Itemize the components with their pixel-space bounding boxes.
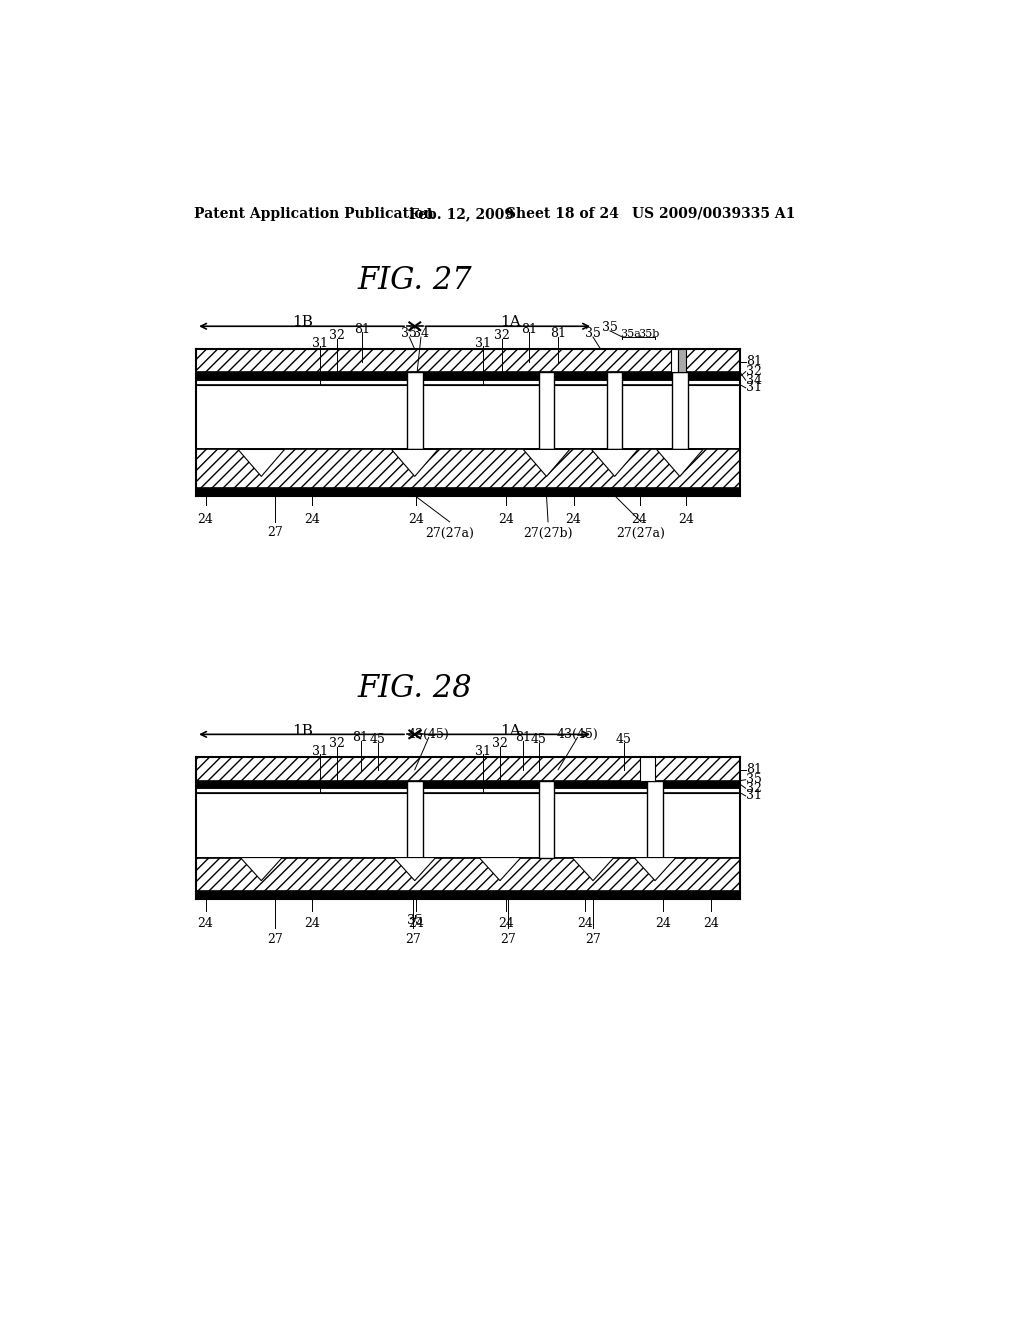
Text: 27: 27	[267, 527, 283, 540]
Text: 31: 31	[475, 744, 490, 758]
Bar	[607, 372, 623, 449]
Text: 24: 24	[499, 917, 514, 929]
Bar	[197, 858, 740, 891]
Text: 24: 24	[198, 512, 213, 525]
Text: 27: 27	[406, 933, 421, 946]
Text: 45: 45	[370, 733, 385, 746]
Polygon shape	[241, 858, 283, 880]
Bar	[407, 780, 423, 858]
Text: 1A: 1A	[500, 315, 520, 330]
Text: 81: 81	[521, 323, 538, 335]
Text: 24: 24	[654, 917, 671, 929]
Text: 1B: 1B	[292, 315, 312, 330]
Polygon shape	[238, 449, 285, 477]
Polygon shape	[394, 858, 435, 880]
Text: 35a: 35a	[620, 329, 641, 339]
Text: 32: 32	[330, 329, 345, 342]
Text: 32: 32	[746, 366, 762, 379]
Text: 81: 81	[746, 763, 763, 776]
Text: 24: 24	[578, 917, 593, 929]
Bar	[407, 372, 423, 449]
Text: 35: 35	[401, 327, 417, 341]
Bar	[197, 380, 740, 385]
Text: 24: 24	[678, 512, 694, 525]
Text: US 2009/0039335 A1: US 2009/0039335 A1	[632, 207, 795, 220]
Text: 35: 35	[407, 915, 423, 927]
Text: 32: 32	[494, 329, 510, 342]
Text: 24: 24	[304, 512, 321, 525]
Text: 27: 27	[585, 933, 601, 946]
Text: 43(45): 43(45)	[408, 727, 450, 741]
Text: 34: 34	[413, 327, 429, 341]
Text: 45: 45	[616, 733, 632, 746]
Bar	[197, 758, 740, 780]
Text: Feb. 12, 2009: Feb. 12, 2009	[409, 207, 514, 220]
Text: 81: 81	[550, 327, 566, 341]
Text: 81: 81	[352, 731, 369, 744]
Text: 32: 32	[493, 737, 508, 750]
Polygon shape	[656, 449, 703, 477]
Text: 35: 35	[602, 321, 618, 334]
Text: 27(27a): 27(27a)	[616, 527, 666, 540]
Text: 31: 31	[475, 337, 490, 350]
Text: FIG. 28: FIG. 28	[357, 673, 472, 704]
Bar	[672, 372, 687, 449]
Bar	[197, 350, 740, 372]
Bar	[539, 780, 554, 858]
Polygon shape	[523, 449, 569, 477]
Text: Patent Application Publication: Patent Application Publication	[194, 207, 433, 220]
Text: 31: 31	[746, 789, 763, 803]
Text: 1B: 1B	[292, 723, 312, 738]
Text: 31: 31	[312, 337, 329, 350]
Bar	[640, 758, 655, 780]
Polygon shape	[391, 449, 438, 477]
Text: 24: 24	[702, 917, 719, 929]
Text: 35: 35	[746, 774, 762, 787]
Polygon shape	[479, 858, 521, 880]
Bar	[678, 350, 686, 372]
Text: Sheet 18 of 24: Sheet 18 of 24	[506, 207, 620, 220]
Bar	[539, 372, 554, 449]
Text: 81: 81	[515, 731, 531, 744]
Bar	[197, 372, 740, 380]
Text: 32: 32	[330, 737, 345, 750]
Bar	[671, 350, 678, 372]
Text: 24: 24	[499, 512, 514, 525]
Bar	[197, 488, 740, 496]
Text: 81: 81	[746, 355, 763, 368]
Bar	[197, 788, 740, 793]
Text: 31: 31	[312, 744, 329, 758]
Text: 35b: 35b	[638, 329, 659, 339]
Text: 27: 27	[500, 933, 516, 946]
Text: 24: 24	[409, 512, 424, 525]
Text: 81: 81	[354, 323, 370, 335]
Polygon shape	[572, 858, 614, 880]
Text: 24: 24	[304, 917, 321, 929]
Text: 45: 45	[530, 733, 547, 746]
Bar	[197, 780, 740, 788]
Polygon shape	[634, 858, 676, 880]
Bar	[647, 780, 663, 858]
Text: FIG. 27: FIG. 27	[357, 264, 472, 296]
Text: 24: 24	[565, 512, 582, 525]
Text: 31: 31	[746, 381, 763, 395]
Text: 27: 27	[267, 933, 283, 946]
Text: 27(27a): 27(27a)	[425, 527, 474, 540]
Text: 35: 35	[585, 327, 601, 341]
Text: 27(27b): 27(27b)	[523, 527, 572, 540]
Bar	[197, 793, 740, 858]
Bar	[197, 449, 740, 488]
Text: 24: 24	[632, 512, 647, 525]
Text: 32: 32	[746, 781, 762, 795]
Bar	[197, 385, 740, 449]
Bar	[197, 891, 740, 899]
Polygon shape	[592, 449, 638, 477]
Text: 24: 24	[409, 917, 424, 929]
Text: 43(45): 43(45)	[557, 727, 598, 741]
Text: 34: 34	[746, 374, 763, 387]
Text: 1A: 1A	[500, 723, 520, 738]
Text: 24: 24	[198, 917, 213, 929]
